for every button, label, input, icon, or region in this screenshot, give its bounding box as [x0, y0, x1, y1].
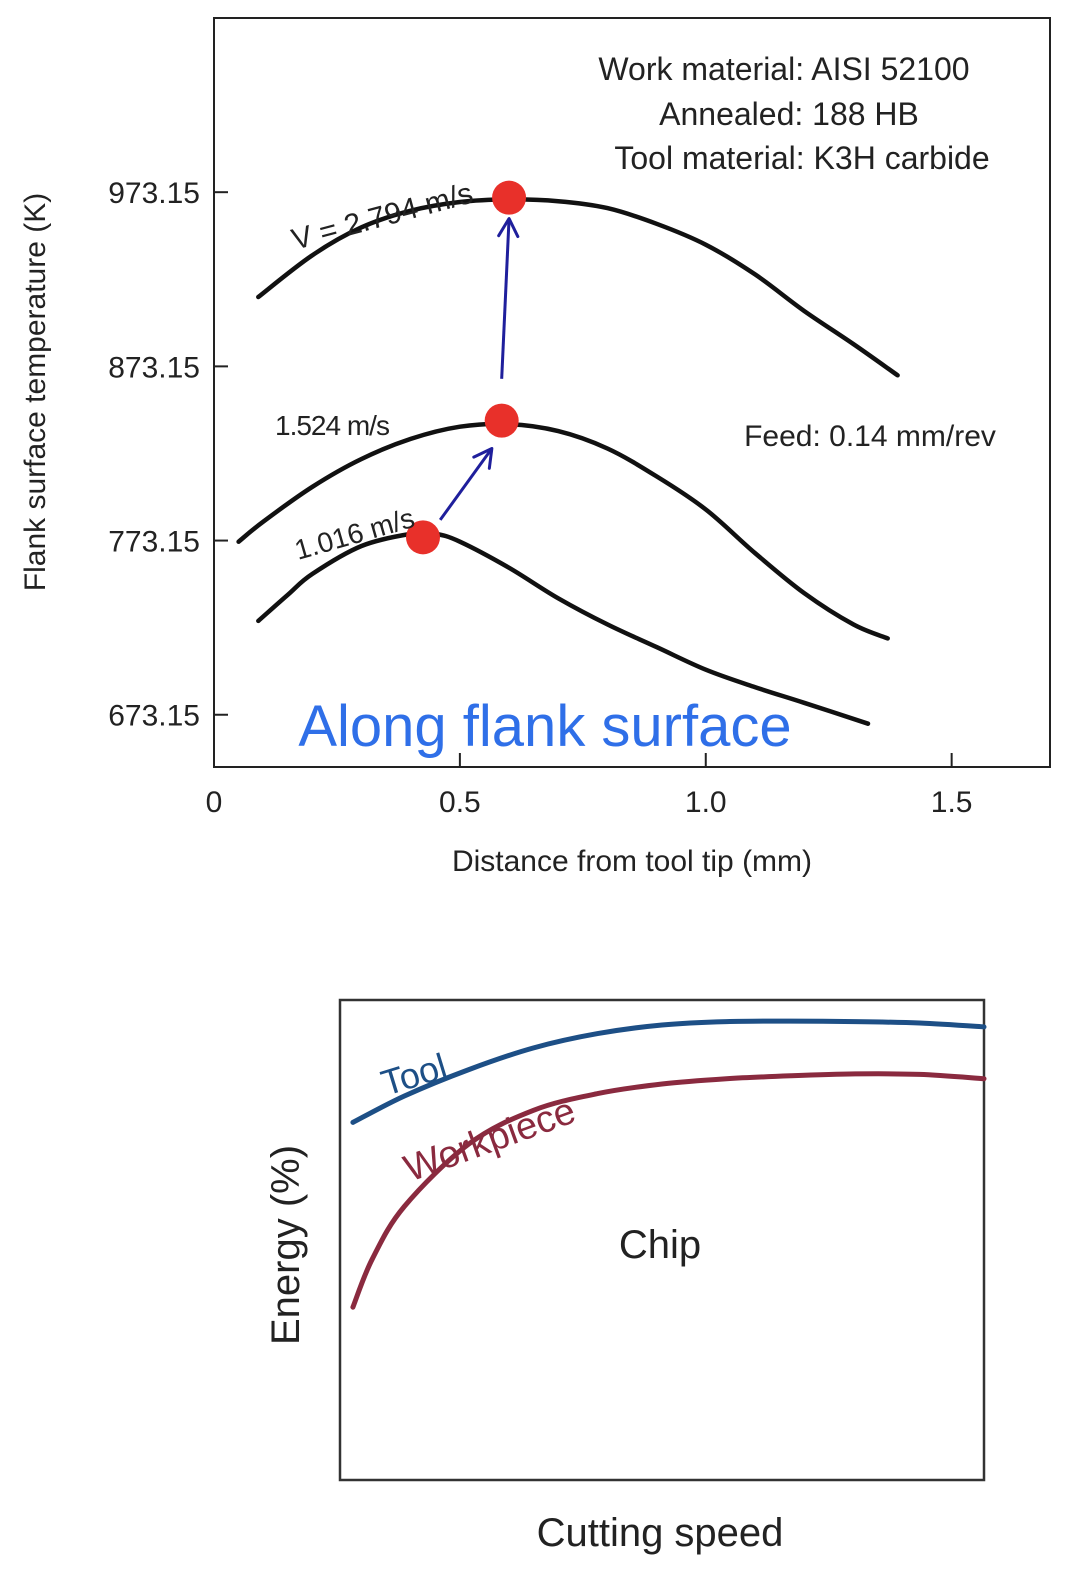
- y-tick-label: 673.15: [108, 700, 200, 733]
- chart1-y-axis-label: Flank surface temperature (K): [19, 193, 52, 591]
- series-label-v2794: V = 2.794 m/s: [288, 177, 476, 257]
- chart1-arrows: [438, 217, 520, 521]
- chart1-y-axis: 673.15 773.15 873.15 973.15: [108, 177, 228, 733]
- chart1-plot-frame: [213, 17, 1051, 768]
- trend-arrow-2: [497, 217, 520, 379]
- series-label-v1524: 1.524 m/s: [275, 410, 389, 441]
- annotation-along-flank-surface: Along flank surface: [298, 694, 791, 759]
- annotation-tool-material: Tool material: K3H carbide: [614, 140, 989, 176]
- series-line-3: [256, 530, 871, 726]
- series-label-v1016: 1.016 m/s: [291, 502, 418, 566]
- energy-chart: Tool Workpiece Chip Cutting speed Energy…: [264, 998, 987, 1555]
- chart2-series: [350, 1018, 987, 1310]
- chart1-x-axis-label: Distance from tool tip (mm): [452, 845, 812, 878]
- series-line-workpiece: [350, 1071, 987, 1310]
- series-label-workpiece: Workpiece: [399, 1090, 581, 1191]
- trend-arrow-1: [438, 447, 494, 521]
- x-tick-label: 1.5: [931, 786, 973, 819]
- region-label-chip: Chip: [619, 1223, 701, 1267]
- peak-marker-2: [484, 403, 519, 438]
- x-tick-label: 0.5: [439, 786, 481, 819]
- annotation-feed: Feed: 0.14 mm/rev: [744, 420, 996, 453]
- chart1-markers: [406, 180, 527, 555]
- x-tick-label: 0: [206, 786, 223, 819]
- annotation-annealed: Annealed: 188 HB: [659, 96, 919, 132]
- peak-marker-3: [406, 520, 440, 555]
- x-tick-label: 1.0: [685, 786, 727, 819]
- y-tick-label: 873.15: [108, 351, 200, 384]
- y-tick-label: 973.15: [108, 177, 200, 210]
- chart1-x-axis: 0 0.5 1.0 1.5: [206, 753, 973, 819]
- series-line-tool: [350, 1018, 987, 1125]
- temperature-chart: 0 0.5 1.0 1.5 673.15 773.15 873.15 973.15 Dist…: [19, 17, 1051, 878]
- chart2-y-axis-label: Energy (%): [264, 1145, 308, 1345]
- chart1-series: [236, 197, 900, 726]
- series-line-2: [236, 421, 890, 641]
- peak-marker-1: [492, 180, 527, 215]
- series-label-tool: Tool: [376, 1045, 451, 1104]
- chart2-plot-frame: [338, 998, 986, 1482]
- series-line-1: [256, 197, 900, 378]
- y-tick-label: 773.15: [108, 526, 200, 559]
- chart2-x-axis-label: Cutting speed: [537, 1511, 784, 1555]
- annotation-work-material: Work material: AISI 52100: [598, 51, 969, 87]
